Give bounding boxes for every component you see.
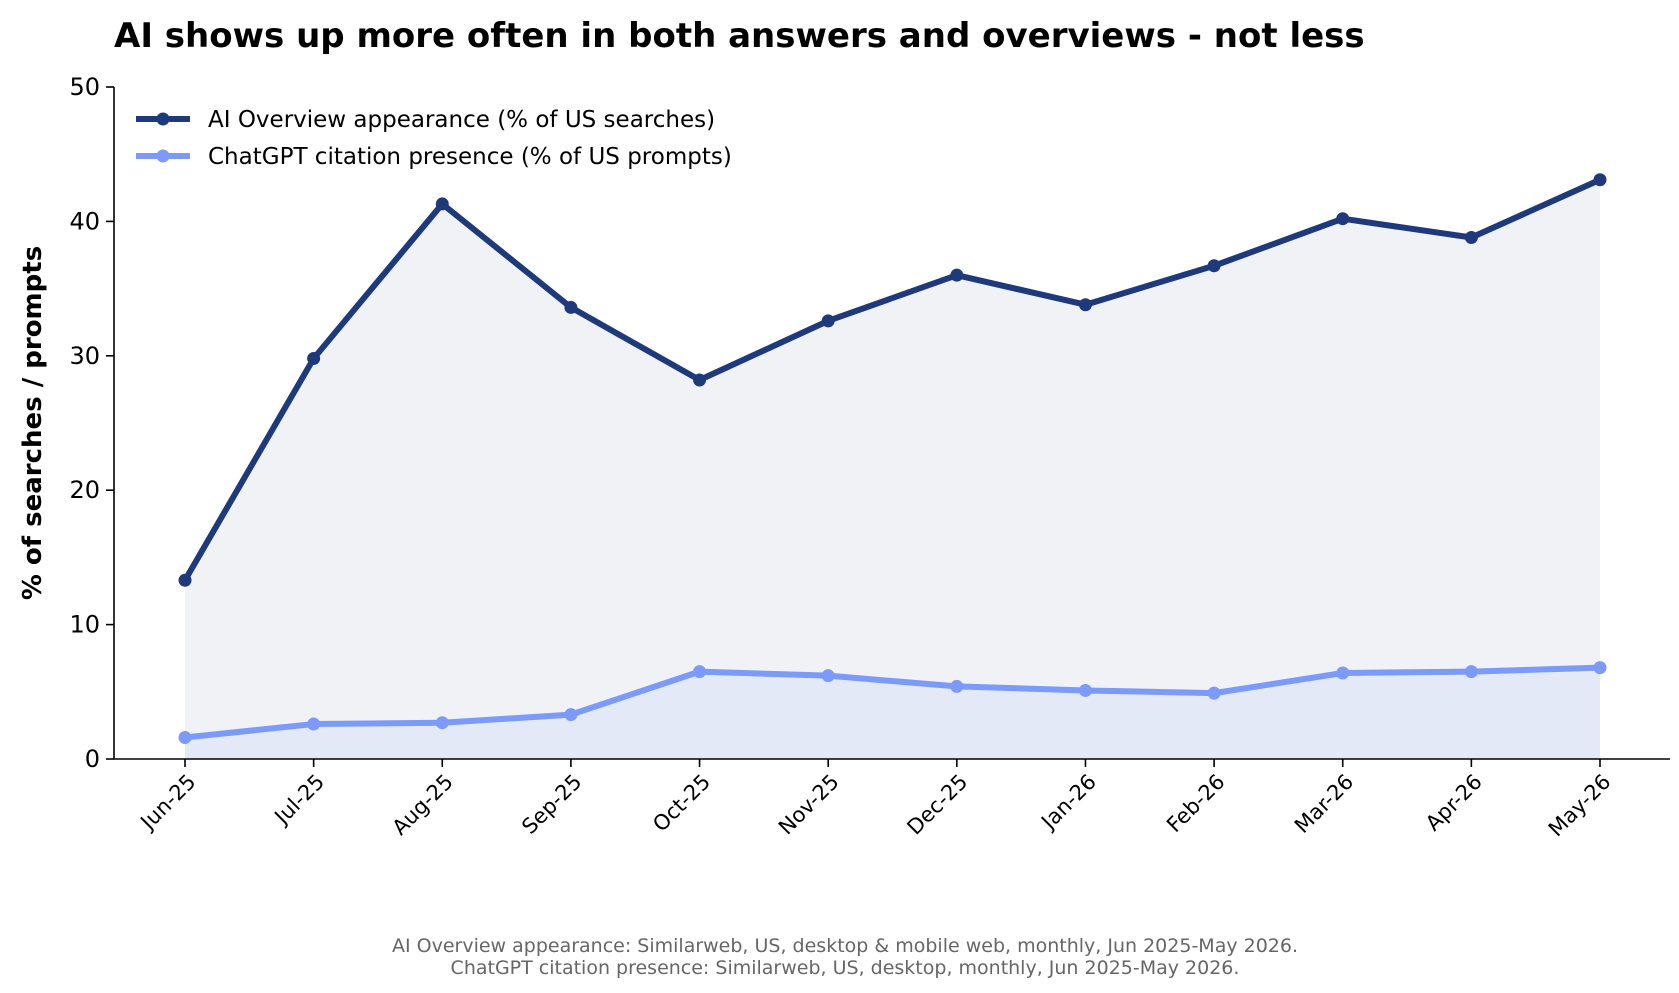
data-point	[950, 268, 964, 282]
x-tick-label: Apr-26	[1421, 770, 1487, 836]
x-tick-label: Aug-25	[388, 770, 458, 840]
data-point	[435, 716, 449, 730]
x-tick-label: Nov-25	[774, 770, 844, 840]
data-point	[693, 373, 707, 387]
series-line-1	[182, 664, 1603, 741]
legend-marker-1	[156, 149, 170, 163]
y-tick-label: 50	[69, 73, 100, 101]
data-point	[821, 314, 835, 328]
x-tick-label: Jun-25	[135, 770, 201, 836]
data-point	[1464, 665, 1478, 679]
data-point	[564, 300, 578, 314]
y-tick-label: 20	[69, 476, 100, 504]
y-tick-label: 30	[69, 342, 100, 370]
data-point	[821, 669, 835, 683]
x-tick-label: May-26	[1544, 770, 1616, 842]
data-point	[435, 197, 449, 211]
source-note-chatgpt: ChatGPT citation presence: Similarweb, U…	[451, 957, 1240, 979]
data-point	[1464, 231, 1478, 245]
data-point	[307, 351, 321, 365]
data-point	[1593, 173, 1607, 187]
data-point	[1336, 212, 1350, 226]
data-point	[307, 717, 321, 731]
x-tick-label: Sep-25	[517, 770, 586, 839]
y-tick-label: 10	[69, 611, 100, 639]
legend: AI Overview appearance (% of US searches…	[136, 107, 732, 170]
data-point	[564, 708, 578, 722]
series-line-0	[182, 176, 1603, 584]
series-lines	[182, 176, 1603, 741]
data-point	[1207, 686, 1221, 700]
x-tick-label: Oct-25	[648, 770, 715, 837]
data-point	[1078, 683, 1092, 697]
data-point	[178, 730, 192, 744]
series-area-0	[185, 179, 1600, 760]
legend-label-0: AI Overview appearance (% of US searches…	[208, 107, 715, 133]
y-axis-label: % of searches / prompts	[18, 246, 48, 600]
data-point	[1336, 666, 1350, 680]
data-point	[178, 573, 192, 587]
data-point	[693, 665, 707, 679]
x-tick-label: Mar-26	[1290, 770, 1358, 838]
chart-title: AI shows up more often in both answers a…	[114, 16, 1365, 56]
y-tick-label: 40	[69, 207, 100, 235]
legend-label-1: ChatGPT citation presence (% of US promp…	[208, 144, 732, 170]
x-tick-label: Jul-25	[269, 770, 330, 831]
data-point	[950, 679, 964, 693]
y-tick-label: 0	[85, 745, 100, 773]
legend-marker-0	[156, 112, 170, 126]
series-points	[178, 173, 1607, 744]
x-tick-label: Feb-26	[1162, 770, 1230, 838]
data-point	[1207, 259, 1221, 273]
data-point	[1078, 298, 1092, 312]
source-note-ai-overview: AI Overview appearance: Similarweb, US, …	[392, 935, 1298, 957]
x-tick-label: Dec-25	[902, 770, 972, 840]
x-tick-label: Jan-26	[1035, 770, 1101, 836]
data-point	[1593, 661, 1607, 675]
